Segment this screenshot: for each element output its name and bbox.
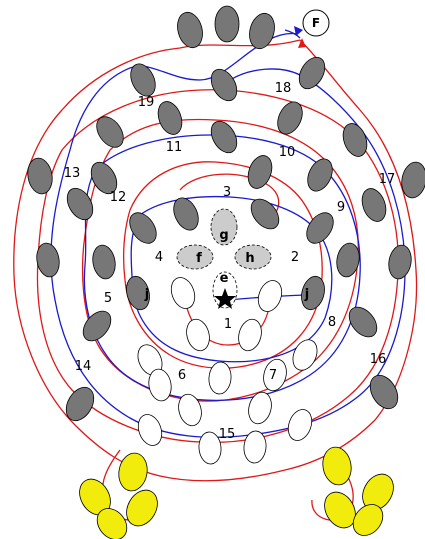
blue-ring-2 xyxy=(83,134,361,401)
region-label-15: 15 xyxy=(219,427,236,442)
region-label-2: 2 xyxy=(291,250,299,265)
dark-oval xyxy=(129,212,157,244)
yellow-oval xyxy=(322,446,352,486)
white-oval xyxy=(238,318,262,352)
blue-finish-arrow-line xyxy=(284,29,301,39)
white-oval xyxy=(263,358,287,392)
region-label-14: 14 xyxy=(75,359,92,374)
dark-oval xyxy=(130,63,156,97)
dark-oval xyxy=(369,374,399,410)
light-oval-f xyxy=(176,244,214,270)
region-label-6: 6 xyxy=(178,368,186,383)
region-label-9: 9 xyxy=(337,200,345,215)
letter-j-right: j xyxy=(304,287,309,302)
red-outer-ring xyxy=(13,39,418,482)
letter-h: h xyxy=(245,251,254,266)
dark-oval xyxy=(157,101,183,135)
white-ovals xyxy=(137,277,318,465)
dark-oval xyxy=(336,242,360,278)
dark-oval xyxy=(348,306,378,338)
dark-oval xyxy=(301,275,325,311)
dark-oval xyxy=(250,198,280,230)
region-label-5: 5 xyxy=(104,291,112,306)
dark-oval xyxy=(210,68,238,102)
region-label-4: 4 xyxy=(155,250,163,265)
dark-oval xyxy=(249,12,275,50)
finish-label: F xyxy=(312,16,320,30)
white-oval xyxy=(248,391,272,425)
blue-outer-ring xyxy=(50,32,406,438)
dark-oval xyxy=(82,310,112,342)
yellow-oval xyxy=(96,508,128,539)
region-label-8: 8 xyxy=(328,315,336,330)
yellow-oval xyxy=(126,489,158,527)
red-ring-2 xyxy=(36,89,399,444)
blue-arrowhead xyxy=(294,26,303,36)
dark-oval xyxy=(306,212,334,244)
dark-oval xyxy=(92,244,116,280)
light-oval-h xyxy=(234,244,272,270)
white-oval xyxy=(198,431,222,465)
white-oval xyxy=(170,277,196,309)
dark-oval xyxy=(388,244,412,280)
dark-oval xyxy=(126,275,150,311)
dark-oval xyxy=(307,158,333,192)
yellow-oval xyxy=(324,491,356,529)
yellow-oval xyxy=(352,504,384,536)
dark-oval xyxy=(401,161,425,199)
dark-oval xyxy=(66,187,94,221)
light-ovals xyxy=(176,208,272,270)
dark-oval xyxy=(90,161,118,195)
region-label-16: 16 xyxy=(370,352,387,367)
region-label-11: 11 xyxy=(166,140,183,155)
finish-marker: F xyxy=(302,9,330,37)
region-label-12: 12 xyxy=(110,190,127,205)
letter-e: e xyxy=(220,271,229,286)
dark-oval xyxy=(65,386,95,422)
region-label-17: 17 xyxy=(379,172,396,187)
letter-f: f xyxy=(196,251,202,266)
dark-oval xyxy=(96,116,124,148)
white-oval xyxy=(257,280,283,312)
dark-oval xyxy=(214,5,240,43)
letter-labels: e f g h j j xyxy=(144,228,309,302)
red-arrowhead xyxy=(298,38,306,48)
white-oval xyxy=(178,393,202,427)
yellow-oval xyxy=(118,452,148,492)
letter-j-left: j xyxy=(144,287,149,302)
dark-ovals xyxy=(27,5,425,422)
dark-oval xyxy=(247,155,273,189)
region-label-19: 19 xyxy=(138,95,155,110)
dark-oval xyxy=(173,197,199,231)
white-oval xyxy=(292,339,318,371)
white-oval xyxy=(287,409,313,441)
region-labels: 1 2 3 4 5 6 7 8 9 10 11 12 13 14 15 16 1… xyxy=(64,81,396,442)
dark-oval xyxy=(298,56,326,90)
region-label-3: 3 xyxy=(223,185,231,200)
letter-g: g xyxy=(219,228,228,243)
dark-oval xyxy=(210,120,238,154)
region-label-10: 10 xyxy=(279,145,296,160)
white-oval xyxy=(243,430,267,464)
white-oval xyxy=(137,414,163,446)
dark-oval xyxy=(361,188,387,222)
dark-oval xyxy=(36,242,60,278)
dark-oval xyxy=(342,123,368,157)
yellow-ovals xyxy=(79,446,394,539)
region-label-7: 7 xyxy=(269,368,277,383)
region-label-1: 1 xyxy=(224,317,232,332)
white-oval xyxy=(186,318,210,352)
dark-oval xyxy=(177,11,203,49)
dark-oval xyxy=(277,101,303,135)
light-oval-g xyxy=(210,208,238,246)
star-icon xyxy=(214,288,236,309)
dark-oval xyxy=(27,157,53,195)
white-oval xyxy=(148,368,172,402)
white-oval xyxy=(208,361,232,395)
region-label-18: 18 xyxy=(275,81,292,96)
region-label-13: 13 xyxy=(64,166,81,181)
